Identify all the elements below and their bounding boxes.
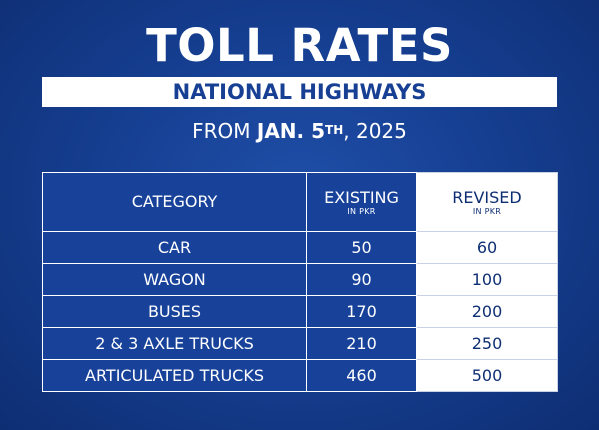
date-ordinal: TH xyxy=(325,123,344,137)
date-day: JAN. 5 xyxy=(256,119,326,143)
category-cell: 2 & 3 AXLE TRUCKS xyxy=(42,327,307,360)
table-row: ARTICULATED TRUCKS 460 500 xyxy=(42,359,558,392)
revised-rate-cell: 200 xyxy=(416,295,558,328)
existing-rate-cell: 210 xyxy=(306,327,417,360)
date-year: , 2025 xyxy=(343,119,407,143)
existing-rate-cell: 90 xyxy=(306,263,417,296)
revised-rate-cell: 250 xyxy=(416,327,558,360)
existing-rate-cell: 460 xyxy=(306,359,417,392)
header-existing-label: EXISTING xyxy=(324,187,399,207)
category-cell: ARTICULATED TRUCKS xyxy=(42,359,307,392)
header-revised-label: REVISED xyxy=(452,187,522,207)
category-cell: CAR xyxy=(42,231,307,264)
effective-date: FROM JAN. 5TH, 2025 xyxy=(0,117,599,145)
category-cell: BUSES xyxy=(42,295,307,328)
header-revised-unit: IN PKR xyxy=(472,206,502,216)
header-revised: REVISED IN PKR xyxy=(416,172,558,232)
toll-rates-table: CATEGORY EXISTING IN PKR REVISED IN PKR … xyxy=(42,172,558,392)
date-main: JAN. 5TH xyxy=(257,119,343,143)
table-row: CAR 50 60 xyxy=(42,231,558,264)
revised-rate-cell: 500 xyxy=(416,359,558,392)
category-cell: WAGON xyxy=(42,263,307,296)
poster-title: TOLL RATES xyxy=(146,19,453,72)
subtitle-banner: NATIONAL HIGHWAYS xyxy=(42,77,557,107)
existing-rate-cell: 170 xyxy=(306,295,417,328)
date-prefix: FROM xyxy=(192,119,251,143)
table-row: BUSES 170 200 xyxy=(42,295,558,328)
header-category: CATEGORY xyxy=(42,172,307,232)
table-row: 2 & 3 AXLE TRUCKS 210 250 xyxy=(42,327,558,360)
header-existing: EXISTING IN PKR xyxy=(306,172,417,232)
revised-rate-cell: 100 xyxy=(416,263,558,296)
table-header-row: CATEGORY EXISTING IN PKR REVISED IN PKR xyxy=(42,172,558,232)
revised-rate-cell: 60 xyxy=(416,231,558,264)
existing-rate-cell: 50 xyxy=(306,231,417,264)
header-existing-unit: IN PKR xyxy=(347,206,376,216)
table-row: WAGON 90 100 xyxy=(42,263,558,296)
